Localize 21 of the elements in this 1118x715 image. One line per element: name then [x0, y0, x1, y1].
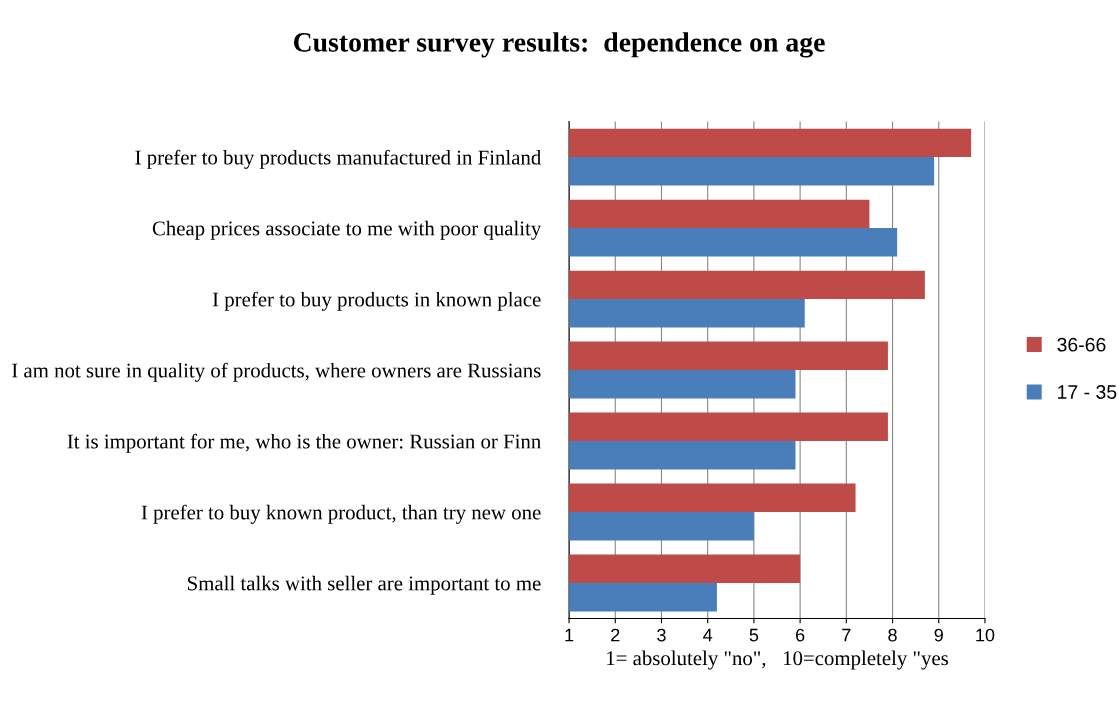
x-tick-label: 6 [796, 628, 805, 642]
x-tick-label: 3 [657, 628, 666, 642]
legend-label: 17 - 35 [1058, 385, 1117, 399]
y-tick-label: It is important for me, who is the owner: Russian or Finn [67, 433, 541, 453]
x-tick-label: 7 [842, 628, 851, 642]
x-axis-title: 1= absolutely "no", 10=completely "yes [607, 650, 949, 670]
y-tick-label: I prefer to buy products manufactured in Finland [135, 149, 542, 169]
x-tick-label: 4 [703, 628, 713, 642]
y-tick-label: I prefer to buy products in known place [212, 291, 541, 311]
x-tick-label: 2 [611, 628, 620, 642]
x-tick-label: 10 [976, 628, 995, 642]
y-tick-label: Cheap prices associate to me with poor quality [152, 220, 542, 240]
legend-label: 36-66 [1057, 337, 1106, 352]
x-tick-label: 5 [749, 628, 759, 642]
x-tick-label: 9 [934, 628, 943, 642]
y-tick-label: I am not sure in quality of products, where owners are Russians [12, 362, 541, 382]
chart-title: Customer survey results: dependence on age [293, 32, 825, 58]
y-tick-label: I prefer to buy known product, than try new one [141, 504, 541, 524]
x-tick-label: 8 [888, 628, 897, 642]
y-tick-label: Small talks with seller are important to me [188, 575, 541, 595]
x-tick-label: 1 [565, 628, 574, 642]
